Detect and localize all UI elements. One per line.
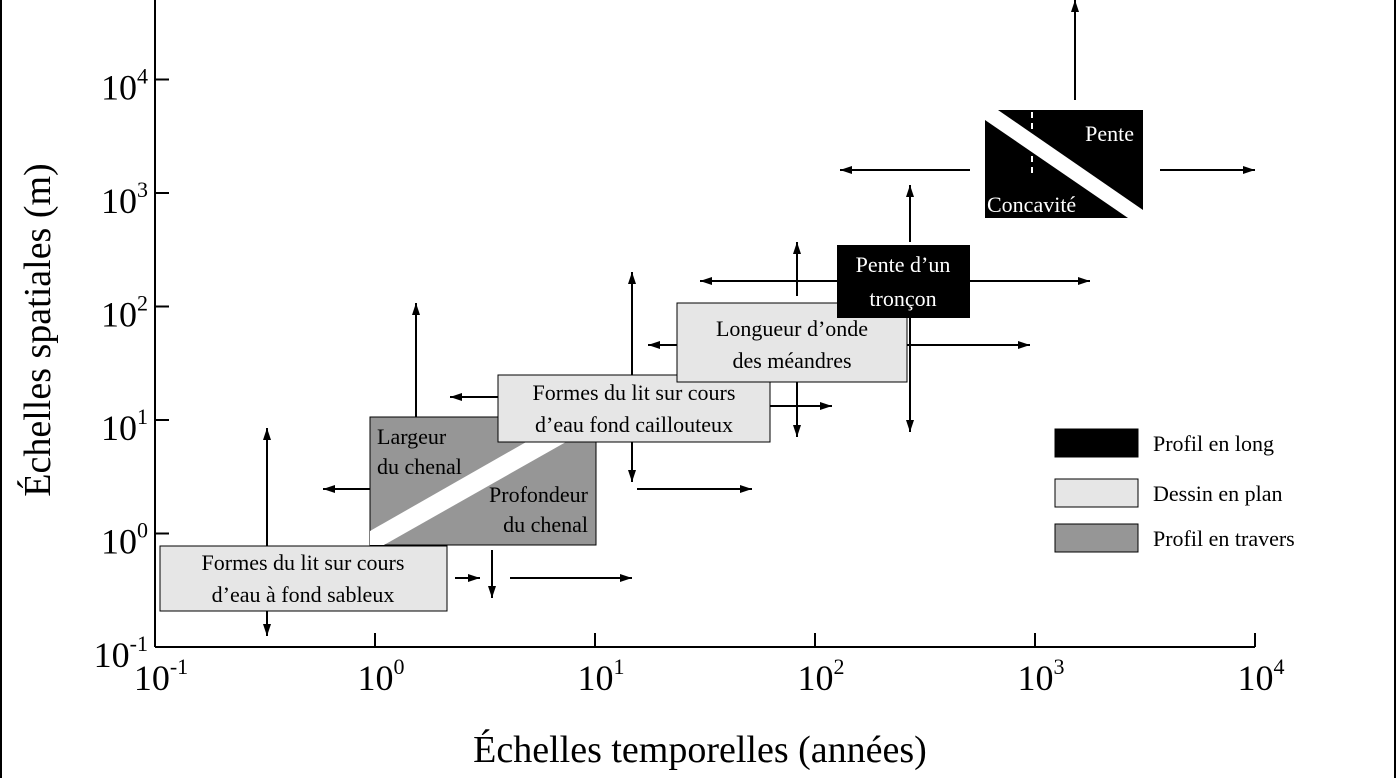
box xyxy=(837,245,970,318)
tick-exponent: 0 xyxy=(137,518,148,543)
tick-exponent: 4 xyxy=(137,64,148,89)
tick-exponent: -1 xyxy=(130,631,148,656)
tick-base: 10 xyxy=(101,68,137,108)
tick-label: 101 xyxy=(578,654,625,698)
y-axis-label: Échelles spatiales (m) xyxy=(17,163,59,496)
tick-label: 103 xyxy=(101,177,148,221)
tick-label: 10-1 xyxy=(94,631,148,675)
box-label: Longueur d’onde xyxy=(716,316,868,341)
box xyxy=(497,374,771,443)
tick-base: 10 xyxy=(1018,658,1054,698)
legend-label: Profil en travers xyxy=(1153,526,1295,551)
x-axis-label: Échelles temporelles (années) xyxy=(473,729,927,771)
tick-label: 103 xyxy=(1018,654,1065,698)
box-label: du chenal xyxy=(377,454,462,479)
tick-label: 104 xyxy=(101,64,148,108)
tick-label: 101 xyxy=(101,404,148,448)
box-label: tronçon xyxy=(869,286,936,311)
tick-exponent: 2 xyxy=(834,654,845,679)
tick-base: 10 xyxy=(101,408,137,448)
tick-exponent: 1 xyxy=(614,654,625,679)
tick-label: 102 xyxy=(798,654,845,698)
tick-exponent: 3 xyxy=(137,177,148,202)
tick-exponent: -1 xyxy=(170,654,188,679)
tick-label: 102 xyxy=(101,291,148,335)
box-label: d’eau à fond sableux xyxy=(212,582,395,607)
legend-swatch xyxy=(1054,478,1139,508)
tick-base: 10 xyxy=(101,181,137,221)
box xyxy=(159,545,448,612)
box-label: d’eau fond caillouteux xyxy=(535,412,733,437)
box-label: Profondeur xyxy=(489,482,589,507)
tick-base: 10 xyxy=(101,295,137,335)
tick-base: 10 xyxy=(134,658,170,698)
tick-base: 10 xyxy=(358,658,394,698)
arrows xyxy=(263,0,1255,636)
legend-label: Dessin en plan xyxy=(1153,481,1283,506)
tick-base: 10 xyxy=(1238,658,1274,698)
tick-exponent: 3 xyxy=(1054,654,1065,679)
tick-exponent: 4 xyxy=(1274,654,1285,679)
separator xyxy=(985,110,1143,218)
box-label: Largeur xyxy=(377,424,447,449)
legend-swatch xyxy=(1054,428,1139,458)
tick-exponent: 0 xyxy=(394,654,405,679)
tick-base: 10 xyxy=(101,522,137,562)
light-boxes: Formes du lit sur cours d’eau fond caill… xyxy=(159,302,908,612)
tick-label: 10-1 xyxy=(134,654,188,698)
separator xyxy=(370,417,596,545)
tick-base: 10 xyxy=(578,658,614,698)
tick-label: 104 xyxy=(1238,654,1285,698)
tick-exponent: 1 xyxy=(137,404,148,429)
legend-swatch xyxy=(1054,523,1139,553)
box-label: Pente xyxy=(1085,121,1134,146)
tick-exponent: 2 xyxy=(137,291,148,316)
box-label: Formes du lit sur cours xyxy=(533,380,736,405)
box-label: des méandres xyxy=(732,348,851,373)
legend: Profil en long Dessin en plan Profil en … xyxy=(1054,428,1295,553)
black-boxes: Pente d’un tronçon Pente Concavité xyxy=(837,110,1143,318)
box-label: Formes du lit sur cours xyxy=(202,550,405,575)
tick-label: 100 xyxy=(101,518,148,562)
tick-label: 100 xyxy=(358,654,405,698)
legend-label: Profil en long xyxy=(1153,431,1274,456)
tick-base: 10 xyxy=(798,658,834,698)
box-label: du chenal xyxy=(503,512,588,537)
box-label: Pente d’un xyxy=(856,252,951,277)
box-label: Concavité xyxy=(987,192,1076,217)
tick-base: 10 xyxy=(94,635,130,675)
